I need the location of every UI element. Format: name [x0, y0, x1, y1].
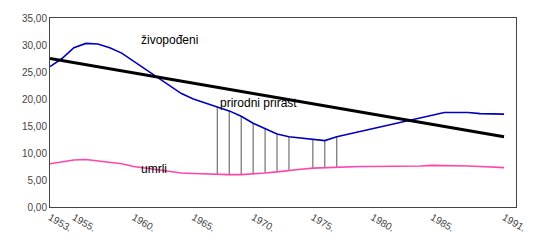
- svg-text:1970.: 1970.: [250, 212, 277, 234]
- svg-text:prirodni prirast: prirodni prirast: [220, 96, 297, 110]
- svg-text:35,00: 35,00: [22, 13, 47, 24]
- svg-text:živoрođeni: živoрođeni: [141, 33, 198, 47]
- svg-text:1980.: 1980.: [369, 212, 396, 234]
- svg-text:1953.: 1953.: [47, 212, 74, 234]
- svg-text:1991.: 1991.: [501, 212, 528, 234]
- svg-text:1965.: 1965.: [190, 212, 217, 234]
- svg-text:umrli: umrli: [141, 162, 167, 176]
- svg-text:10,00: 10,00: [22, 148, 47, 159]
- svg-text:1975.: 1975.: [309, 212, 336, 234]
- svg-text:1955.: 1955.: [70, 212, 97, 234]
- svg-text:15,00: 15,00: [22, 121, 47, 132]
- svg-text:5,00: 5,00: [28, 175, 48, 186]
- svg-text:1960.: 1960.: [130, 212, 157, 234]
- svg-text:30,00: 30,00: [22, 40, 47, 51]
- svg-text:0,00: 0,00: [28, 202, 48, 213]
- svg-text:1985.: 1985.: [429, 212, 456, 234]
- svg-text:20,00: 20,00: [22, 94, 47, 105]
- svg-text:25,00: 25,00: [22, 67, 47, 78]
